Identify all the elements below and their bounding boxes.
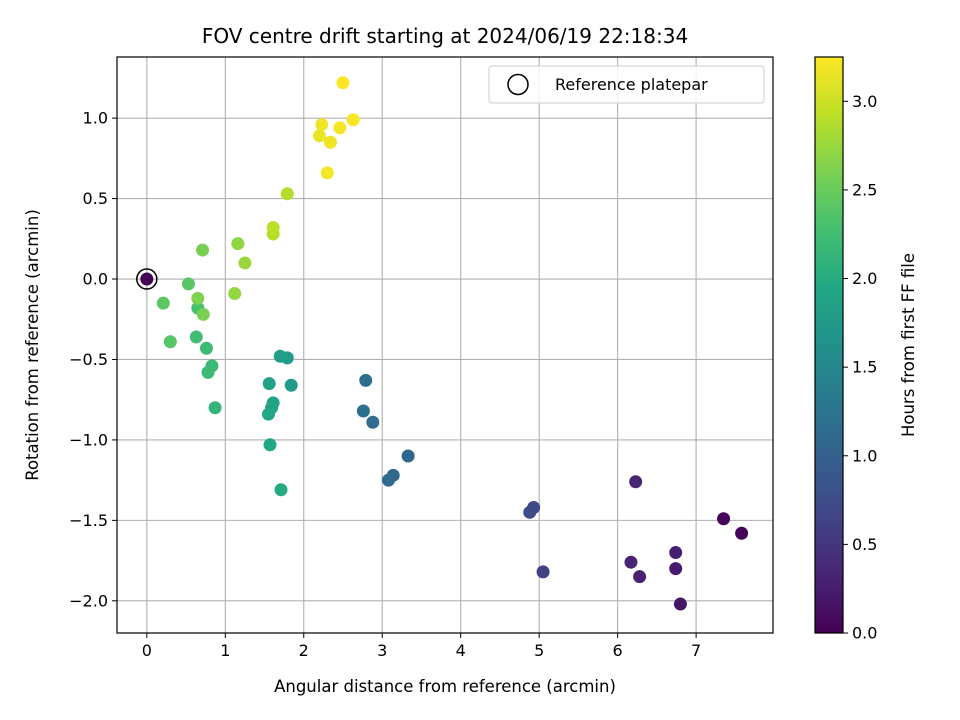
- x-tick-label: 7: [691, 641, 701, 660]
- reference-point: [136, 268, 158, 290]
- x-tick-label: 0: [142, 641, 152, 660]
- data-point: [201, 365, 215, 379]
- data-point: [181, 277, 195, 291]
- data-point: [359, 373, 373, 387]
- y-tick-label: 1.0: [83, 109, 108, 128]
- x-tick-label: 2: [299, 641, 309, 660]
- y-tick-label: 0.0: [83, 270, 108, 289]
- reference-marker: [136, 268, 158, 290]
- colorbar-tick-label: 0.5: [852, 535, 877, 554]
- data-point: [629, 475, 643, 489]
- legend-reference-marker: [507, 73, 529, 96]
- data-point: [633, 570, 647, 584]
- grid-lines: [117, 57, 773, 633]
- data-point: [189, 330, 203, 344]
- x-tick-label: 3: [377, 641, 387, 660]
- data-point: [323, 135, 337, 149]
- data-point: [284, 378, 298, 392]
- data-point: [673, 597, 687, 611]
- colorbar-tick-label: 2.5: [852, 180, 877, 199]
- data-point: [401, 449, 415, 463]
- y-axis-ticks: −2.0 −1.5 −1.0 −0.5 0.0 0.5 1.0: [69, 109, 117, 610]
- data-point: [669, 562, 683, 576]
- x-tick-label: 6: [613, 641, 623, 660]
- data-point: [280, 187, 294, 201]
- colorbar-tick-label: 0.0: [852, 624, 877, 643]
- data-point: [366, 415, 380, 429]
- data-point: [238, 256, 252, 270]
- data-points: [140, 76, 749, 611]
- legend-label-reference: Reference platepar: [555, 75, 708, 94]
- colorbar-frame: [814, 56, 844, 634]
- y-axis-label: Rotation from reference (arcmin): [23, 209, 42, 481]
- data-point: [266, 221, 280, 235]
- colorbar-tick-label: 1.5: [852, 358, 877, 377]
- data-point: [199, 341, 213, 355]
- x-tick-label: 5: [534, 641, 544, 660]
- data-point: [382, 473, 396, 487]
- colorbar-tick-label: 1.0: [852, 446, 877, 465]
- data-point: [262, 377, 276, 391]
- colorbar-gradient: [815, 57, 843, 633]
- y-tick-label: −1.0: [69, 430, 108, 449]
- x-tick-label: 4: [456, 641, 466, 660]
- colorbar-label: Hours from first FF file: [899, 253, 918, 437]
- y-tick-label: −0.5: [69, 350, 108, 369]
- data-point: [261, 407, 275, 421]
- data-point: [320, 166, 334, 180]
- data-point: [312, 129, 326, 143]
- plot-frame: [116, 56, 774, 634]
- legend-box: [488, 65, 765, 104]
- data-point: [196, 243, 210, 257]
- data-point: [163, 335, 177, 349]
- data-point: [263, 438, 277, 452]
- data-point: [333, 121, 347, 135]
- chart-title: FOV centre drift starting at 2024/06/19 …: [202, 24, 688, 48]
- data-point: [669, 546, 683, 560]
- data-point: [523, 505, 537, 519]
- data-point: [273, 349, 287, 363]
- data-point: [191, 291, 205, 305]
- data-point: [228, 287, 242, 301]
- y-tick-label: −1.5: [69, 511, 108, 530]
- data-point: [140, 272, 154, 286]
- y-tick-label: −2.0: [69, 591, 108, 610]
- data-point: [274, 483, 288, 497]
- data-point: [336, 76, 350, 90]
- data-point: [346, 113, 360, 127]
- x-tick-label: 1: [220, 641, 230, 660]
- data-point: [624, 555, 638, 569]
- x-axis-label: Angular distance from reference (arcmin): [274, 677, 616, 696]
- colorbar-ticks: 0.0 0.5 1.0 1.5 2.0 2.5 3.0: [843, 92, 877, 643]
- legend: Reference platepar: [488, 65, 765, 104]
- y-tick-label: 0.5: [83, 189, 108, 208]
- data-point: [356, 404, 370, 418]
- x-axis-ticks: 0 1 2 3 4 5 6 7: [142, 633, 701, 660]
- data-point: [315, 118, 329, 132]
- data-point: [208, 401, 222, 415]
- data-point: [536, 565, 550, 579]
- colorbar-tick-label: 2.0: [852, 269, 877, 288]
- data-point: [717, 512, 731, 526]
- data-point: [231, 237, 245, 251]
- data-point: [156, 296, 170, 310]
- colorbar: 0.0 0.5 1.0 1.5 2.0 2.5 3.0 Hours from first F…: [814, 56, 918, 643]
- colorbar-tick-label: 3.0: [852, 92, 877, 111]
- data-point: [196, 307, 210, 321]
- data-point: [735, 526, 749, 540]
